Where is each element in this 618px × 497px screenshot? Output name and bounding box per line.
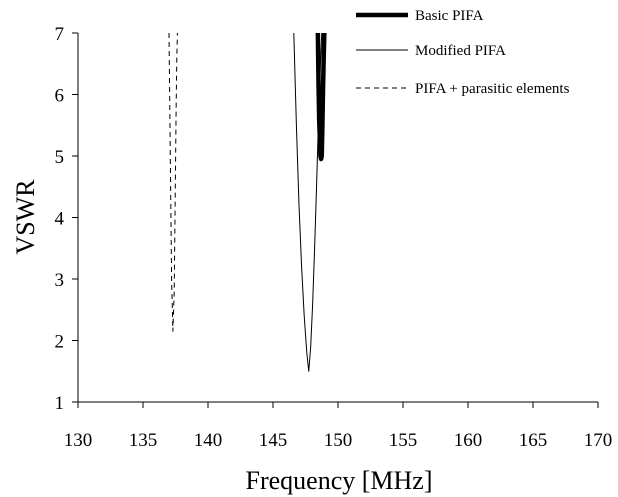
axes: 130 135 140 145 150 155 160 165 170 1 2 3 4 5 6 7 bbox=[55, 24, 613, 451]
legend-label-1: Modified PIFA bbox=[415, 43, 506, 59]
y-tick-label: 1 bbox=[55, 393, 65, 414]
y-axis-title: VSWR bbox=[11, 179, 40, 255]
x-tick-label: 165 bbox=[519, 430, 548, 451]
series-line-2 bbox=[168, 32, 178, 332]
y-tick-label: 4 bbox=[55, 209, 65, 230]
x-tick-label: 150 bbox=[324, 430, 353, 451]
legend: Basic PIFA Modified PIFA PIFA + parasitic … bbox=[356, 8, 570, 97]
y-tick-label: 7 bbox=[55, 24, 65, 45]
x-tick-label: 170 bbox=[584, 430, 613, 451]
x-axis-title: Frequency [MHz] bbox=[246, 466, 433, 495]
x-tick-label: 145 bbox=[259, 430, 288, 451]
y-tick-label: 5 bbox=[55, 147, 65, 168]
y-tick-label: 6 bbox=[55, 86, 65, 107]
series-line-0 bbox=[315, 32, 327, 162]
y-tick-label: 3 bbox=[55, 270, 65, 291]
x-tick-label: 135 bbox=[129, 430, 158, 451]
legend-label-2: PIFA + parasitic elements bbox=[415, 81, 570, 97]
x-tick-label: 130 bbox=[64, 430, 93, 451]
x-tick-label: 140 bbox=[194, 430, 223, 451]
y-tick-label: 2 bbox=[55, 332, 65, 353]
x-tick-label: 160 bbox=[454, 430, 483, 451]
x-tick-label: 155 bbox=[389, 430, 418, 451]
legend-label-0: Basic PIFA bbox=[415, 8, 484, 24]
series-layer bbox=[168, 32, 327, 372]
